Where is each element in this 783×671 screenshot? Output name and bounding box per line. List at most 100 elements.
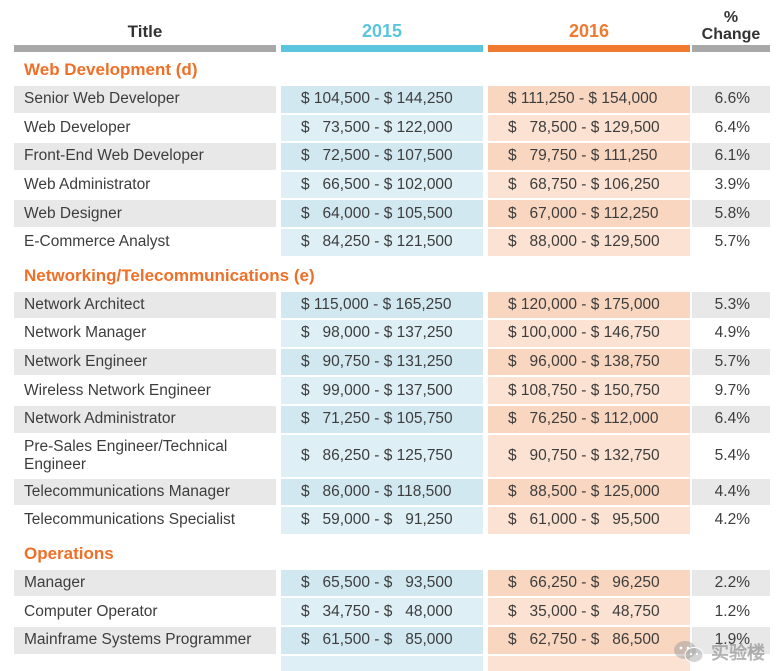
job-title-cell-text: Manager: [24, 574, 86, 592]
table-row: Senior Web Developer $ 104,500 - $ 144,25…: [0, 86, 783, 115]
column-header-title-underline: [14, 45, 276, 52]
job-title-cell: Senior Web Developer: [14, 86, 276, 113]
percent-change-cell: 2.2%: [692, 569, 770, 597]
salary-2015-cell: $ 34,750 - $ 48,000: [281, 598, 483, 625]
salary-2015-cell: $ 59,000 - $ 91,250: [281, 507, 483, 534]
table-row: Computer Operator $ 34,750 - $ 48,000 $ 35…: [0, 598, 783, 627]
column-header-change-underline: [692, 45, 770, 52]
salary-2015-cell-text: $ 84,250 - $ 121,500: [301, 233, 453, 251]
job-title-cell-text: Computer Operator: [24, 602, 158, 620]
salary-2015-cell-text: $ 73,500 - $ 122,000: [301, 118, 453, 136]
percent-change-cell: 9.7%: [692, 377, 770, 404]
salary-2016-cell-text: $ 79,750 - $ 111,250: [508, 147, 658, 165]
salary-2015-cell: $ 86,250 - $ 125,750: [281, 435, 483, 477]
salary-2015-cell-text: $ 98,000 - $ 137,250: [301, 324, 453, 342]
percent-change-cell: 4.9%: [692, 320, 770, 347]
percent-change-cell: 3.9%: [692, 172, 770, 199]
percent-change-cell: 4.4%: [692, 478, 770, 506]
salary-2015-cell: $ 90,750 - $ 131,250: [281, 348, 483, 376]
section-header-networking-telecommunications-e: Networking/Telecommunications (e): [0, 257, 783, 292]
table-row: Manager $ 65,500 - $ 93,500 $ 66,250 - $ 9…: [0, 569, 783, 599]
salary-2015-cell: $ 61,500 - $ 85,000: [281, 626, 483, 654]
job-title-cell-text: Front-End Web Developer: [24, 147, 204, 165]
column-header-change-label: % Change: [692, 9, 770, 43]
percent-change-cell: 5.3%: [692, 291, 770, 319]
percent-change-cell-text: 3.9%: [714, 176, 750, 194]
watermark-text: 实验楼: [711, 643, 765, 663]
salary-2015-cell: $ 98,000 - $ 137,250: [281, 320, 483, 347]
wechat-icon: [674, 641, 704, 663]
job-title-cell-text: Web Designer: [24, 204, 122, 222]
job-title-cell: Wireless Network Engineer: [14, 377, 276, 404]
percent-change-cell-text: 4.2%: [714, 511, 750, 529]
table-row: Wireless Network Engineer $ 99,000 - $ 13…: [0, 377, 783, 406]
section-header-web-development-d: Web Development (d): [0, 52, 783, 86]
salary-table: Web Development (d) Senior Web Developer $…: [0, 52, 783, 656]
table-row: Telecommunications Manager $ 86,000 - $ 1…: [0, 478, 783, 508]
salary-2015-cell-text: $ 59,000 - $ 91,250: [301, 511, 453, 529]
job-title-cell: Manager: [14, 569, 276, 597]
salary-2016-cell: $ 61,000 - $ 95,500: [488, 507, 690, 534]
watermark: 实验楼: [673, 639, 765, 665]
salary-2016-cell-text: $ 61,000 - $ 95,500: [508, 511, 660, 529]
salary-2015-cell-text: $ 86,250 - $ 125,750: [301, 446, 453, 464]
table-row: Network Architect $ 115,000 - $ 165,250 $ …: [0, 291, 783, 321]
percent-change-cell-text: 1.9%: [714, 631, 750, 649]
job-title-cell: Network Manager: [14, 320, 276, 347]
salary-2016-cell-text: $ 62,750 - $ 86,500: [508, 631, 660, 649]
salary-2015-cell-text: $ 86,000 - $ 118,500: [301, 482, 452, 500]
job-title-cell: Pre-Sales Engineer/Technical Engineer: [14, 435, 276, 477]
job-title-cell-text: Network Administrator: [24, 410, 176, 428]
table-row: Network Engineer $ 90,750 - $ 131,250 $ 96…: [0, 348, 783, 378]
percent-change-cell-text: 1.2%: [714, 602, 750, 620]
salary-2016-cell: $ 79,750 - $ 111,250: [488, 143, 690, 170]
job-title-cell-text: Wireless Network Engineer: [24, 381, 211, 399]
table-row: Web Developer $ 73,500 - $ 122,000 $ 78,50…: [0, 115, 783, 144]
salary-2015-cell-text: $ 71,250 - $ 105,750: [301, 410, 453, 428]
job-title-cell-text: Pre-Sales Engineer/Technical Engineer: [24, 437, 228, 473]
salary-2015-cell-text: $ 61,500 - $ 85,000: [301, 631, 453, 649]
column-header-change: % Change: [692, 0, 770, 52]
salary-2015-cell-text: $ 64,000 - $ 105,500: [301, 204, 453, 222]
salary-2015-cell: $ 99,000 - $ 137,500: [281, 377, 483, 404]
table-row: Network Administrator $ 71,250 - $ 105,75…: [0, 405, 783, 435]
salary-2016-cell: $ 68,750 - $ 106,250: [488, 172, 690, 199]
salary-2015-cell: $ 72,500 - $ 107,500: [281, 143, 483, 170]
job-title-cell-text: Mainframe Systems Programmer: [24, 631, 252, 649]
salary-2015-cell-text: $ 66,500 - $ 102,000: [301, 176, 453, 194]
job-title-cell: Mainframe Systems Programmer: [14, 626, 276, 654]
percent-change-cell-text: 5.7%: [714, 233, 750, 251]
percent-change-cell: 5.7%: [692, 348, 770, 376]
percent-change-cell: 5.8%: [692, 200, 770, 227]
salary-2016-cell-text: $ 100,000 - $ 146,750: [508, 324, 660, 342]
column-header-2015: 2015: [281, 0, 483, 52]
salary-2015-cell-text: $ 72,500 - $ 107,500: [301, 147, 453, 165]
percent-change-cell-text: 9.7%: [714, 381, 750, 399]
salary-2016-cell-text: $ 120,000 - $ 175,000: [508, 295, 660, 313]
salary-2015-cell: $ 73,500 - $ 122,000: [281, 115, 483, 142]
salary-2016-cell-text: $ 90,750 - $ 132,750: [508, 446, 660, 464]
salary-2016-cell-text: $ 111,250 - $ 154,000: [508, 90, 658, 108]
job-title-cell: Network Architect: [14, 291, 276, 319]
section-header-operations: Operations: [0, 535, 783, 570]
salary-2016-cell: $ 120,000 - $ 175,000: [488, 291, 690, 319]
section-title: Web Development (d): [24, 60, 198, 79]
job-title-cell-text: Web Developer: [24, 118, 131, 136]
table-row: Web Administrator $ 66,500 - $ 102,000 $ 6…: [0, 172, 783, 201]
job-title-cell: Front-End Web Developer: [14, 143, 276, 170]
salary-2015-cell: $ 84,250 - $ 121,500: [281, 229, 483, 256]
job-title-cell: Computer Operator: [14, 598, 276, 625]
percent-change-cell-text: 6.4%: [714, 410, 750, 428]
salary-2015-cell-text: $ 99,000 - $ 137,500: [301, 381, 453, 399]
salary-2015-cell: $ 86,000 - $ 118,500: [281, 478, 483, 506]
percent-change-cell-text: 2.2%: [714, 574, 750, 592]
percent-change-cell-text: 4.4%: [714, 482, 750, 500]
percent-change-cell-text: 6.6%: [714, 90, 750, 108]
salary-2015-cell: $ 64,000 - $ 105,500: [281, 200, 483, 227]
salary-2016-cell: $ 108,750 - $ 150,750: [488, 377, 690, 404]
salary-2016-cell: $ 78,500 - $ 129,500: [488, 115, 690, 142]
column-header-2015-label: 2015: [361, 21, 403, 41]
job-title-cell: Telecommunications Specialist: [14, 507, 276, 534]
salary-2016-cell-text: $ 68,750 - $ 106,250: [508, 176, 660, 194]
salary-2015-cell: $ 66,500 - $ 102,000: [281, 172, 483, 199]
